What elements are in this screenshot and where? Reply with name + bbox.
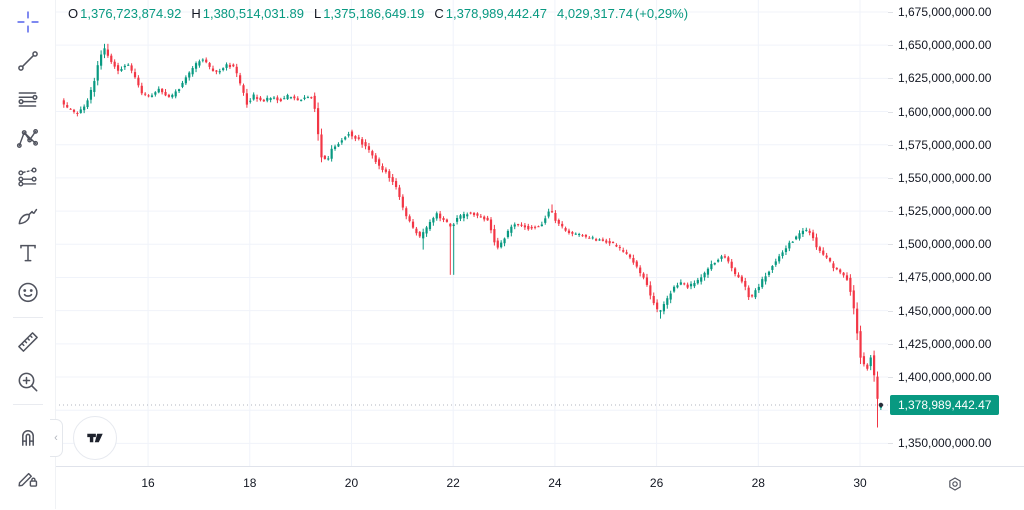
xabcd-pattern-tool-button[interactable] bbox=[9, 120, 47, 158]
price-axis-tick bbox=[888, 211, 893, 213]
magnet-tool-button[interactable] bbox=[9, 418, 47, 456]
price-axis-label: 1,600,000,000.00 bbox=[898, 104, 992, 119]
price-axis-label: 1,625,000,000.00 bbox=[898, 71, 992, 86]
price-axis-tick bbox=[888, 45, 893, 47]
legend-open-label: O bbox=[68, 6, 79, 21]
crosshair-tool-button[interactable] bbox=[9, 3, 47, 41]
drawing-toolbar bbox=[0, 0, 56, 509]
drawing-lock-tool-button[interactable] bbox=[9, 459, 47, 497]
horizontal-lines-icon bbox=[18, 92, 38, 107]
candles bbox=[62, 43, 882, 428]
price-axis-tick bbox=[888, 78, 893, 80]
price-axis-label: 1,500,000,000.00 bbox=[898, 237, 992, 252]
price-axis-tick bbox=[888, 177, 893, 179]
zoom-in-icon bbox=[18, 372, 38, 392]
text-icon bbox=[20, 244, 36, 262]
brush-tool-button[interactable] bbox=[9, 196, 47, 234]
legend-change-percent: (+0,29%) bbox=[634, 6, 689, 21]
projection-icon bbox=[18, 167, 37, 187]
price-axis-tick bbox=[888, 111, 893, 113]
price-axis-label: 1,675,000,000.00 bbox=[898, 4, 992, 19]
brush-icon bbox=[18, 208, 38, 225]
price-axis-tick bbox=[888, 244, 893, 246]
toolbar-divider bbox=[13, 404, 43, 405]
ruler-tool-button[interactable] bbox=[9, 323, 47, 361]
price-axis-label: 1,575,000,000.00 bbox=[898, 137, 992, 152]
magnet-icon bbox=[22, 430, 34, 446]
price-axis-tick bbox=[888, 277, 893, 279]
horizontal-lines-tool-button[interactable] bbox=[9, 81, 47, 119]
price-axis-label: 1,550,000,000.00 bbox=[898, 170, 992, 185]
price-axis-label: 1,525,000,000.00 bbox=[898, 204, 992, 219]
drawing-lock-icon bbox=[18, 472, 38, 487]
projection-tool-button[interactable] bbox=[9, 158, 47, 196]
price-axis-label: 1,425,000,000.00 bbox=[898, 336, 992, 351]
legend-low-value: 1,375,186,649.19 bbox=[323, 6, 425, 21]
tradingview-logo[interactable] bbox=[73, 416, 117, 460]
legend-close-label: C bbox=[434, 6, 444, 21]
price-axis-label: 1,450,000,000.00 bbox=[898, 303, 992, 318]
toolbar-divider bbox=[13, 317, 43, 318]
time-axis-label: 24 bbox=[548, 476, 562, 490]
legend-high-label: H bbox=[191, 6, 201, 21]
text-tool-button[interactable] bbox=[9, 234, 47, 272]
time-axis-label: 28 bbox=[751, 476, 765, 490]
legend-open-value: 1,376,723,874.92 bbox=[80, 6, 182, 21]
crosshair-icon bbox=[17, 11, 39, 33]
trend-line-icon bbox=[18, 51, 38, 71]
time-axis-label: 18 bbox=[243, 476, 257, 490]
legend-change-value: 4,029,317.74 bbox=[557, 6, 633, 21]
ruler-icon bbox=[18, 332, 38, 352]
price-axis-tick bbox=[888, 144, 893, 146]
price-axis-label: 1,650,000,000.00 bbox=[898, 38, 992, 53]
time-axis-label: 16 bbox=[141, 476, 155, 490]
price-axis-tick bbox=[888, 443, 893, 445]
axis-settings-button[interactable] bbox=[942, 471, 968, 497]
emoji-tool-button[interactable] bbox=[9, 273, 47, 311]
price-axis-label: 1,475,000,000.00 bbox=[898, 270, 992, 285]
grid bbox=[55, 0, 888, 466]
chevron-left-icon: ‹ bbox=[54, 432, 58, 444]
time-axis-label: 26 bbox=[649, 476, 664, 490]
price-axis-tick bbox=[888, 310, 893, 312]
time-axis[interactable]: 16 18 20 22 24 26 28 30 bbox=[0, 466, 1024, 510]
emoji-icon bbox=[18, 282, 38, 303]
price-axis-tick bbox=[888, 343, 893, 345]
gear-icon bbox=[949, 477, 961, 491]
ohlc-legend: O 1,376,723,874.92 H 1,380,514,031.89 L … bbox=[68, 6, 688, 21]
trend-line-tool-button[interactable] bbox=[9, 42, 47, 80]
last-price-tag: 1,378,989,442.47 bbox=[890, 394, 1000, 415]
price-axis-tick bbox=[888, 11, 893, 13]
toolbar-collapse-handle[interactable]: ‹ bbox=[50, 419, 63, 457]
tradingview-logo-icon bbox=[87, 433, 103, 443]
price-axis-label: 1,400,000,000.00 bbox=[898, 370, 992, 385]
zoom-in-tool-button[interactable] bbox=[9, 363, 47, 401]
legend-close-value: 1,378,989,442.47 bbox=[445, 6, 548, 21]
price-axis-tick bbox=[888, 377, 893, 379]
time-axis-label: 22 bbox=[446, 476, 460, 490]
last-price-marker bbox=[878, 402, 884, 408]
legend-low-label: L bbox=[313, 6, 322, 21]
price-axis-label: 1,350,000,000.00 bbox=[898, 436, 992, 451]
time-axis-label: 20 bbox=[344, 476, 359, 490]
xabcd-pattern-icon bbox=[16, 128, 39, 148]
time-axis-label: 30 bbox=[853, 476, 867, 490]
price-axis[interactable]: 1,378,989,442.47 1,675,000,000.00 1,650,0… bbox=[888, 0, 1024, 466]
chart-canvas[interactable] bbox=[55, 0, 888, 466]
legend-high-value: 1,380,514,031.89 bbox=[202, 6, 304, 21]
